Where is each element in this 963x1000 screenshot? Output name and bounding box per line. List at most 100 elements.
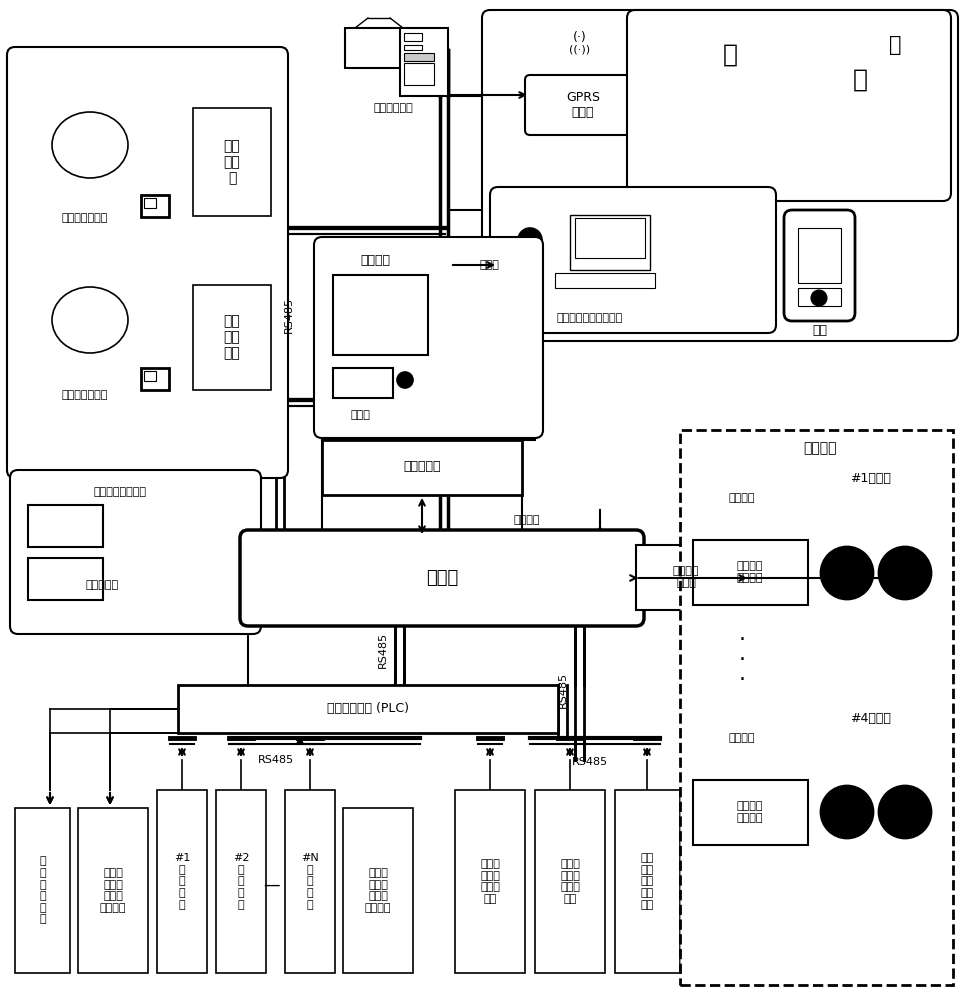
- Text: RS485: RS485: [558, 672, 568, 708]
- Bar: [28, 558, 103, 600]
- Bar: [404, 45, 422, 50]
- Bar: [333, 275, 428, 355]
- Bar: [680, 430, 953, 985]
- Text: 网络网关设备: 网络网关设备: [373, 103, 413, 113]
- Bar: [615, 790, 680, 973]
- Bar: [141, 195, 169, 217]
- Text: 轨道车变
频控制器: 轨道车变 频控制器: [737, 801, 764, 823]
- Text: 🔧: 🔧: [889, 35, 901, 55]
- Circle shape: [397, 372, 413, 388]
- Bar: [193, 108, 271, 216]
- Circle shape: [821, 547, 873, 599]
- Bar: [285, 790, 335, 973]
- Text: 吊钩系统: 吊钩系统: [803, 441, 837, 455]
- Text: 抛丸机
电机参
数采集
模块: 抛丸机 电机参 数采集 模块: [560, 859, 580, 904]
- Bar: [322, 440, 522, 495]
- Text: 数字车间仓库管理系统: 数字车间仓库管理系统: [557, 313, 623, 323]
- Text: ((·)): ((·)): [569, 45, 590, 55]
- Text: 工控机: 工控机: [426, 569, 458, 587]
- Bar: [345, 28, 403, 68]
- Text: 抛丸
机工
作室: 抛丸 机工 作室: [223, 314, 241, 361]
- Text: RS485: RS485: [284, 297, 294, 333]
- Bar: [570, 215, 650, 270]
- Bar: [340, 28, 435, 100]
- Text: RS485: RS485: [378, 632, 388, 668]
- Circle shape: [879, 786, 931, 838]
- Text: 除尘优化控制器: 除尘优化控制器: [62, 390, 108, 400]
- Text: 以太网: 以太网: [480, 260, 500, 270]
- Circle shape: [518, 228, 542, 252]
- Bar: [193, 285, 271, 390]
- Text: 轨道车变
频控制器: 轨道车变 频控制器: [737, 561, 764, 583]
- Text: 摄像头: 摄像头: [351, 410, 370, 420]
- Text: RS485: RS485: [572, 757, 608, 767]
- Circle shape: [821, 786, 873, 838]
- Text: RS485: RS485: [258, 755, 294, 765]
- Text: 📡: 📡: [722, 43, 738, 67]
- Circle shape: [811, 290, 827, 306]
- Bar: [798, 288, 841, 306]
- Bar: [157, 790, 207, 973]
- Text: #2
抛
头
控
制: #2 抛 头 控 制: [233, 853, 249, 910]
- Text: 无线发射: 无线发射: [513, 515, 540, 525]
- Text: 清理
工作
室: 清理 工作 室: [223, 139, 241, 185]
- FancyBboxPatch shape: [7, 47, 288, 478]
- Bar: [404, 63, 434, 85]
- Bar: [400, 28, 448, 96]
- Text: #N
抛
头
控
制: #N 抛 头 控 制: [301, 853, 319, 910]
- Bar: [333, 368, 393, 398]
- Bar: [455, 790, 525, 973]
- Text: (·): (·): [573, 31, 586, 44]
- Text: #1轨道车: #1轨道车: [849, 472, 891, 485]
- Bar: [693, 540, 808, 605]
- Bar: [575, 218, 645, 258]
- FancyBboxPatch shape: [525, 75, 640, 135]
- FancyBboxPatch shape: [314, 237, 543, 438]
- Text: —: —: [264, 876, 280, 894]
- Bar: [144, 198, 156, 208]
- Text: 工
件
清
理
车
间: 工 件 清 理 车 间: [39, 856, 46, 924]
- FancyBboxPatch shape: [240, 530, 644, 626]
- Text: 🌿: 🌿: [852, 68, 868, 92]
- Text: 抛丸机
电机温
度采集
模块: 抛丸机 电机温 度采集 模块: [481, 859, 500, 904]
- Bar: [144, 371, 156, 381]
- Bar: [693, 780, 808, 845]
- Text: 抛丸机
控制系
统输入
控制回路: 抛丸机 控制系 统输入 控制回路: [365, 868, 391, 913]
- Text: 触摸显示器: 触摸显示器: [403, 460, 441, 474]
- Text: 红外传感器: 红外传感器: [85, 580, 118, 590]
- Text: #1
抛
头
控
制: #1 抛 头 控 制: [173, 853, 190, 910]
- FancyBboxPatch shape: [490, 187, 776, 333]
- Text: 可编程控制器 (PLC): 可编程控制器 (PLC): [327, 702, 409, 716]
- Ellipse shape: [52, 287, 128, 353]
- Bar: [15, 808, 70, 973]
- Bar: [141, 368, 169, 390]
- Bar: [555, 273, 655, 288]
- Text: 手机: 手机: [813, 324, 827, 336]
- FancyBboxPatch shape: [784, 210, 855, 321]
- Text: 抛丸机
控制系
统输出
控制回路: 抛丸机 控制系 统输出 控制回路: [100, 868, 126, 913]
- Text: 除尘优化控制器: 除尘优化控制器: [62, 213, 108, 223]
- Bar: [404, 33, 422, 41]
- Text: GPRS
发射器: GPRS 发射器: [566, 91, 600, 119]
- Bar: [216, 790, 266, 973]
- Bar: [28, 505, 103, 547]
- Text: 无线接收: 无线接收: [729, 493, 755, 503]
- Bar: [798, 228, 841, 283]
- Bar: [535, 790, 605, 973]
- Text: ·: ·: [739, 670, 745, 690]
- Text: 车间监控: 车间监控: [360, 253, 390, 266]
- Text: ·: ·: [739, 630, 745, 650]
- Bar: [78, 808, 148, 973]
- Text: 轨道车信
号发射: 轨道车信 号发射: [673, 566, 699, 588]
- FancyBboxPatch shape: [10, 470, 261, 634]
- Text: 工件视频识别设备: 工件视频识别设备: [93, 487, 146, 497]
- FancyBboxPatch shape: [627, 10, 951, 201]
- Text: #4轨道车: #4轨道车: [849, 712, 891, 724]
- Text: ·: ·: [739, 650, 745, 670]
- Bar: [178, 685, 558, 733]
- Bar: [343, 808, 413, 973]
- Bar: [404, 53, 434, 61]
- Text: 无线接收: 无线接收: [729, 733, 755, 743]
- Text: 固定
输送
轨道
控制
模块: 固定 输送 轨道 控制 模块: [640, 853, 654, 910]
- Circle shape: [879, 547, 931, 599]
